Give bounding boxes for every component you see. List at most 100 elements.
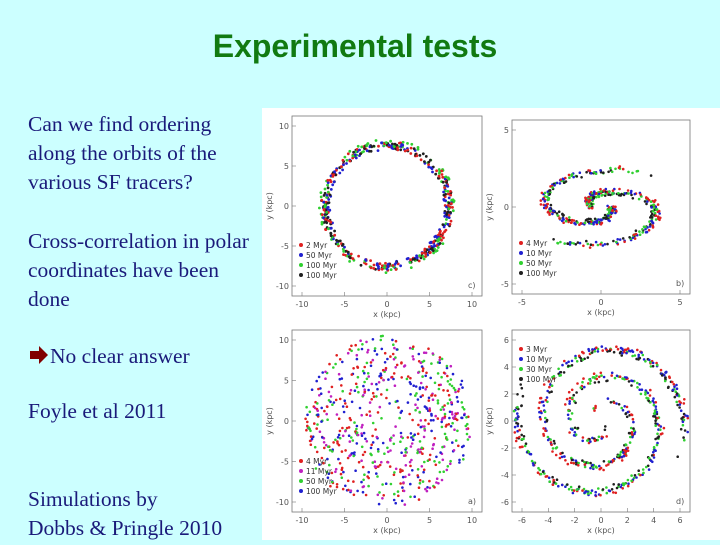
particle xyxy=(407,473,411,477)
particle xyxy=(625,405,629,409)
particle xyxy=(337,239,341,243)
particle xyxy=(623,405,626,408)
particle xyxy=(435,169,438,173)
particle xyxy=(609,166,612,170)
particle xyxy=(443,230,446,233)
particle xyxy=(566,242,569,245)
particle xyxy=(653,200,656,203)
particle xyxy=(558,182,562,185)
particle xyxy=(325,196,328,199)
particle xyxy=(425,371,428,375)
particle xyxy=(605,435,608,438)
particle xyxy=(409,464,412,468)
particle xyxy=(434,172,438,176)
particle xyxy=(632,427,635,430)
particle xyxy=(329,234,333,238)
particle xyxy=(428,479,431,483)
particle xyxy=(369,149,373,153)
particle xyxy=(348,159,352,163)
particle xyxy=(615,240,618,244)
bullet-2-line-2: coordinates have been xyxy=(28,258,220,282)
particle xyxy=(553,442,556,445)
particle xyxy=(674,390,677,394)
particle xyxy=(686,414,689,418)
particle xyxy=(377,144,380,148)
particle xyxy=(631,197,635,200)
particle xyxy=(561,451,564,455)
particle xyxy=(419,361,423,365)
particle xyxy=(585,202,589,206)
particle xyxy=(522,435,526,438)
particle xyxy=(624,412,627,416)
particle xyxy=(451,206,454,209)
particle xyxy=(594,406,597,410)
particle xyxy=(460,379,464,383)
particle xyxy=(325,412,328,416)
legend-swatch xyxy=(519,241,523,245)
particle xyxy=(416,432,420,436)
particle xyxy=(634,232,638,236)
particle xyxy=(637,358,640,361)
particle xyxy=(389,355,392,358)
particle xyxy=(357,460,361,464)
particle xyxy=(602,460,606,463)
particle xyxy=(657,209,661,213)
particle xyxy=(346,456,350,460)
particle xyxy=(446,402,450,405)
particle xyxy=(429,251,432,254)
particle xyxy=(583,221,587,225)
particle xyxy=(626,484,630,488)
particle xyxy=(404,464,408,467)
particle xyxy=(446,189,450,193)
particle xyxy=(523,444,527,448)
particle xyxy=(421,375,424,378)
particle xyxy=(454,390,457,394)
particle xyxy=(544,429,547,433)
particle xyxy=(451,198,455,202)
particle xyxy=(675,400,678,404)
particle xyxy=(405,377,409,381)
particle xyxy=(322,461,325,465)
legend-label: 50 Myr xyxy=(306,251,333,260)
particle xyxy=(562,455,566,458)
particle xyxy=(584,198,588,201)
particle xyxy=(573,426,577,430)
y-tick-label: -5 xyxy=(281,242,289,251)
particle xyxy=(326,405,329,409)
particle xyxy=(636,348,639,352)
legend-label: 100 Myr xyxy=(306,261,338,270)
particle xyxy=(595,346,598,349)
particle xyxy=(361,343,364,346)
particle xyxy=(308,439,312,443)
particle xyxy=(513,425,517,429)
particle xyxy=(581,358,585,361)
particle xyxy=(371,434,374,438)
legend-swatch xyxy=(519,261,523,265)
particle xyxy=(608,349,612,353)
particle xyxy=(355,424,359,428)
particle xyxy=(376,387,379,391)
particle xyxy=(341,360,344,364)
legend-label: 100 Myr xyxy=(306,487,338,496)
particle xyxy=(321,371,324,374)
particle xyxy=(651,210,655,213)
particle xyxy=(328,362,331,366)
particle xyxy=(317,387,320,391)
particle xyxy=(349,388,353,392)
particle xyxy=(406,142,409,145)
particle xyxy=(323,187,327,191)
particle xyxy=(445,212,449,216)
particle xyxy=(538,415,542,419)
particle xyxy=(419,395,423,399)
particle xyxy=(400,451,403,455)
particle xyxy=(371,358,375,362)
particle xyxy=(363,388,366,392)
particle xyxy=(609,215,613,218)
particle xyxy=(446,192,450,196)
particle xyxy=(644,227,647,231)
bullet-1-line-3: various SF tracers? xyxy=(28,170,193,194)
particle xyxy=(392,498,396,502)
particle xyxy=(589,461,592,465)
particle xyxy=(569,485,573,489)
